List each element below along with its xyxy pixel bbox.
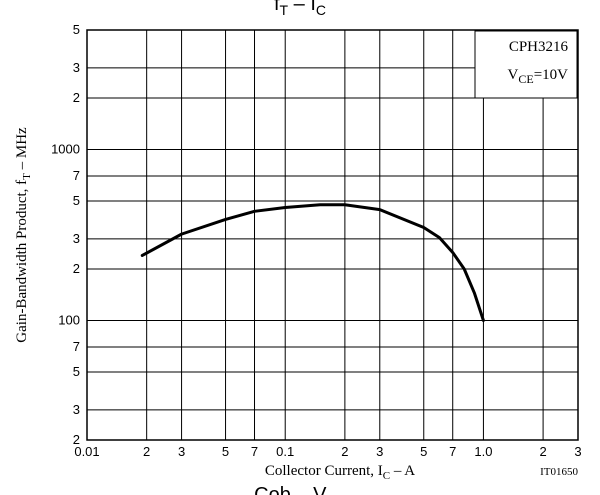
x-tick-label: 5 <box>222 444 229 459</box>
y-tick-label: 7 <box>73 168 80 183</box>
x-tick-label: 2 <box>341 444 348 459</box>
title-part: f <box>274 0 280 15</box>
marks <box>140 203 485 322</box>
label-part: V <box>508 67 519 83</box>
y-tick-label: 2 <box>73 432 80 447</box>
y-tick-label: 5 <box>73 364 80 379</box>
y-tick-label: 100 <box>58 312 80 327</box>
y-tick-label: 2 <box>73 261 80 276</box>
x-tick-label: 2 <box>143 444 150 459</box>
y-tick-label: 3 <box>73 231 80 246</box>
y-axis-label: Gain-Bandwidth Product, fT – MHz <box>14 127 33 343</box>
annotation-box <box>474 30 578 99</box>
x-tick-label: 7 <box>251 444 258 459</box>
label-part: Collector Current, I <box>265 463 383 479</box>
title-part: Cob <box>254 484 291 495</box>
next-chart-title: Cob – VCB <box>254 484 346 495</box>
y-tick-label: 3 <box>73 60 80 75</box>
x-axis-label: Collector Current, IC – A <box>265 463 415 482</box>
chart-title: fT – IC <box>274 0 326 18</box>
y-tick-label: 2 <box>73 90 80 105</box>
device-label: CPH3216 <box>509 39 569 55</box>
x-tick-label: 2 <box>539 444 546 459</box>
x-tick-label: 1.0 <box>474 444 492 459</box>
label-part: Gain-Bandwidth Product, f <box>14 180 30 343</box>
x-tick-label: 3 <box>574 444 581 459</box>
x-tick-label: 0.01 <box>74 444 99 459</box>
figure-id: IT01650 <box>540 466 578 478</box>
x-tick-label: 0.1 <box>276 444 294 459</box>
y-tick-label: 1000 <box>51 142 80 157</box>
title-part: – I <box>288 0 316 15</box>
label-part: – MHz <box>14 127 30 173</box>
y-tick-label: 3 <box>73 402 80 417</box>
label-sub: C <box>383 470 390 482</box>
label-sub: T <box>21 173 33 180</box>
title-sub: C <box>316 2 326 18</box>
x-tick-label: 3 <box>376 444 383 459</box>
label-part: =10V <box>534 67 568 83</box>
condition-label: VCE=10V <box>508 67 569 86</box>
x-tick-label: 3 <box>178 444 185 459</box>
y-tick-label: 7 <box>73 339 80 354</box>
y-tick-label: 5 <box>73 22 80 37</box>
curve <box>140 203 485 322</box>
x-tick-label: 5 <box>420 444 427 459</box>
title-sub: T <box>280 2 289 18</box>
y-tick-label: 5 <box>73 193 80 208</box>
plot-border <box>86 29 579 441</box>
x-tick-label: 7 <box>449 444 456 459</box>
title-part: – V <box>291 484 327 495</box>
title-sub: CB <box>326 492 345 495</box>
label-part: – A <box>390 463 415 479</box>
label-sub: CE <box>518 72 533 86</box>
